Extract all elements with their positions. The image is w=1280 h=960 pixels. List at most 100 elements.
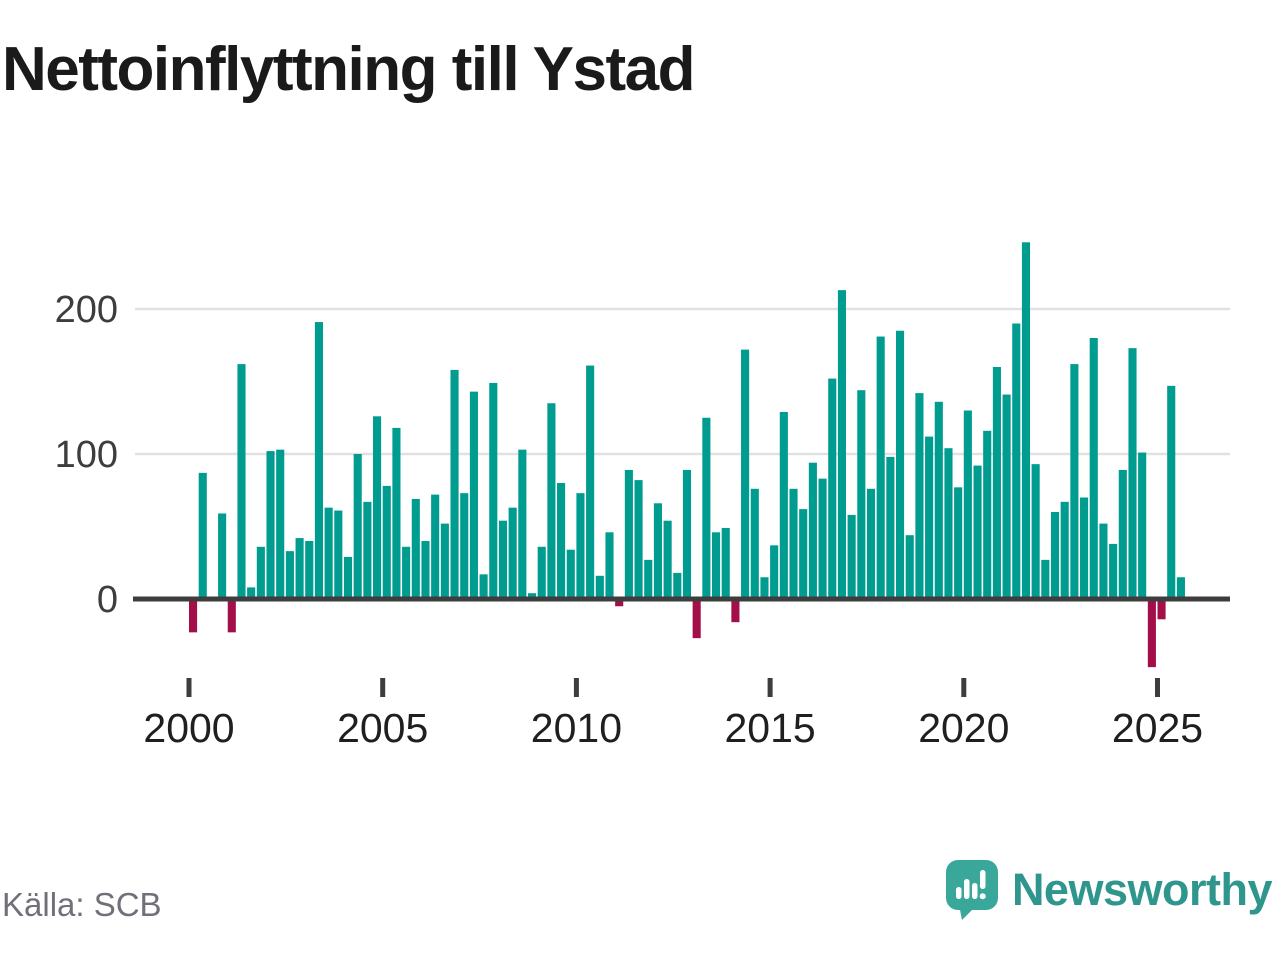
bar-2014Q1 (731, 599, 740, 623)
bar-2020Q1 (963, 410, 972, 599)
bar-2011Q1 (615, 599, 624, 607)
bar-2008Q1 (498, 520, 508, 599)
bar-2016Q4 (837, 290, 846, 599)
bar-2010Q3 (595, 575, 604, 599)
bar-2004Q2 (353, 454, 362, 599)
bar-2005Q1 (382, 485, 391, 599)
bar-2007Q3 (479, 574, 488, 599)
chart-title: Nettoinflyttning till Ystad (2, 35, 696, 104)
bar-2022Q2 (1050, 512, 1060, 599)
bar-2018Q1 (886, 456, 895, 599)
bar-2024Q3 (1138, 452, 1147, 599)
bar-2008Q4 (527, 593, 537, 599)
bar-2001Q3 (247, 587, 256, 599)
bar-2003Q1 (305, 541, 314, 599)
bar-2004Q1 (343, 556, 353, 599)
bar-2013Q2 (702, 417, 711, 599)
bar-2014Q3 (750, 488, 759, 599)
bar-2023Q3 (1099, 523, 1108, 599)
bar-2013Q3 (711, 532, 721, 599)
bar-2015Q4 (799, 509, 808, 599)
bar-2019Q1 (925, 436, 934, 599)
bar-2019Q2 (934, 401, 943, 599)
bar-2023Q4 (1109, 543, 1118, 599)
bar-2010Q1 (576, 493, 585, 599)
bar-2010Q2 (586, 365, 595, 599)
x-axis-tick-2005 (380, 678, 386, 697)
bar-2021Q1 (1002, 394, 1011, 599)
bar-2001Q2 (237, 364, 246, 599)
bar-2008Q3 (518, 449, 527, 599)
x-axis-tick-2020 (961, 678, 967, 697)
bar-2009Q4 (566, 549, 575, 599)
migration-bar-chart: 0 100 200 2000 2005 2010 2015 2020 2025 (55, 242, 1230, 751)
x-axis-tick-2015 (767, 678, 773, 697)
bar-2025Q2 (1167, 385, 1176, 599)
bar-2015Q1 (770, 545, 779, 599)
x-axis-tick-2010 (573, 678, 579, 697)
bar-2009Q2 (547, 403, 556, 599)
newsworthy-logo-icon (945, 860, 998, 920)
bar-2000Q4 (218, 513, 227, 599)
bar-2025Q1 (1157, 599, 1166, 620)
bar-2015Q2 (779, 411, 788, 599)
x-axis-label-2005: 2005 (337, 705, 428, 751)
x-axis-label-2015: 2015 (724, 705, 815, 751)
x-axis-label-2020: 2020 (918, 705, 1009, 751)
bar-2021Q4 (1031, 464, 1040, 599)
bar-2004Q3 (363, 501, 372, 599)
bar-2006Q1 (421, 541, 430, 599)
bar-2012Q2 (663, 520, 672, 599)
x-axis-label-2000: 2000 (143, 705, 234, 751)
bar-2002Q4 (295, 538, 304, 599)
y-axis-label-100: 100 (55, 434, 118, 476)
bar-2023Q1 (1080, 497, 1089, 599)
bar-2020Q2 (973, 465, 982, 599)
bar-2021Q3 (1021, 242, 1031, 600)
bar-2000Q1 (189, 599, 198, 633)
bar-2000Q2 (198, 472, 207, 599)
bar-2002Q2 (276, 449, 285, 599)
x-axis-tick-2025 (1155, 678, 1160, 697)
x-axis-tick-2000 (186, 678, 192, 697)
bar-2006Q2 (431, 494, 440, 599)
bar-2018Q3 (905, 535, 914, 599)
bar-2006Q4 (450, 369, 459, 599)
bar-2011Q4 (644, 559, 653, 599)
bar-2009Q3 (557, 483, 566, 599)
bar-2013Q4 (721, 527, 730, 599)
y-axis-label-0: 0 (97, 579, 118, 621)
bar-2022Q4 (1070, 364, 1079, 599)
bar-2019Q4 (954, 487, 963, 599)
bar-2015Q3 (789, 488, 798, 599)
bar-2008Q2 (508, 507, 517, 599)
bar-2006Q3 (440, 523, 449, 599)
y-axis-label-200: 200 (55, 289, 118, 331)
source-note: Källa: SCB (2, 886, 162, 923)
bar-2016Q2 (818, 478, 827, 599)
bar-2024Q1 (1118, 469, 1127, 599)
bar-2005Q4 (411, 498, 420, 599)
bar-2017Q1 (847, 514, 856, 599)
bar-2020Q3 (983, 430, 992, 599)
bar-2002Q3 (285, 551, 294, 599)
brand-footer: Newsworthy (945, 860, 1273, 920)
bar-2001Q4 (256, 546, 265, 599)
bar-2012Q3 (673, 572, 682, 599)
bar-2021Q2 (1012, 323, 1021, 599)
bar-2003Q4 (334, 510, 343, 599)
bar-2024Q4 (1147, 599, 1156, 668)
bar-2013Q1 (692, 599, 701, 639)
bar-2017Q3 (866, 488, 876, 599)
bar-2025Q3 (1176, 577, 1185, 599)
bar-2016Q1 (808, 462, 817, 599)
bar-2004Q4 (373, 416, 382, 599)
bar-2024Q2 (1128, 348, 1137, 599)
bar-2022Q3 (1060, 501, 1069, 599)
bar-2010Q4 (605, 532, 614, 599)
brand-name: Newsworthy (1011, 864, 1273, 915)
bar-2011Q3 (634, 480, 643, 599)
x-axis-label-2025: 2025 (1112, 705, 1203, 751)
bar-2017Q2 (857, 390, 866, 599)
